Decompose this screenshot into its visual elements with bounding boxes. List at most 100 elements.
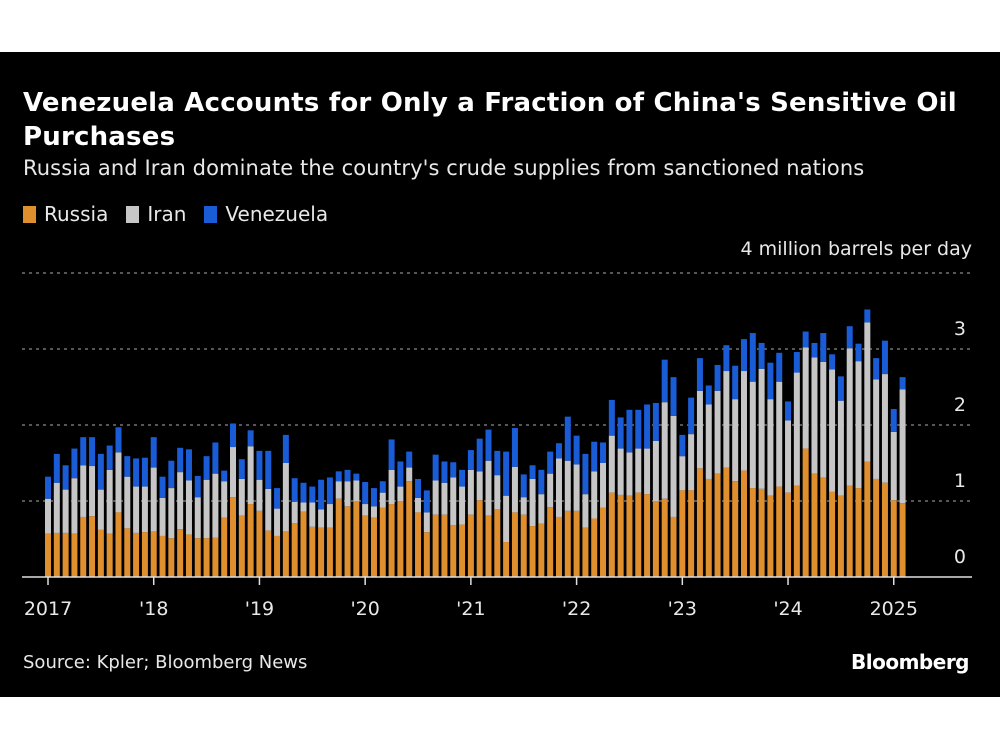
x-tick-label: '18 <box>139 598 168 620</box>
bar-russia <box>89 516 96 577</box>
bar-venezuela <box>511 428 518 467</box>
bar-venezuela <box>555 443 562 459</box>
bar-russia <box>124 528 131 577</box>
bar-venezuela <box>714 364 721 391</box>
bar-venezuela <box>450 462 457 478</box>
bar-iran <box>591 471 598 519</box>
bar-venezuela <box>194 475 201 498</box>
bar-russia <box>529 526 536 577</box>
bar-venezuela <box>318 479 325 510</box>
y-tick-label: 0 <box>954 546 966 568</box>
bar-russia <box>846 485 853 577</box>
bar-iran <box>723 371 730 468</box>
bar-venezuela <box>467 450 474 470</box>
bar-iran <box>185 480 192 535</box>
bar-venezuela <box>300 482 307 503</box>
bar-venezuela <box>890 409 897 432</box>
bar-iran <box>53 482 60 533</box>
x-tick-label: '21 <box>456 598 485 620</box>
bar-russia <box>432 514 439 577</box>
bar-iran <box>705 404 712 479</box>
bar-russia <box>829 491 836 577</box>
bar-venezuela <box>238 459 245 479</box>
bar-russia <box>855 488 862 577</box>
bar-iran <box>899 389 906 504</box>
bar-venezuela <box>388 439 395 470</box>
bar-venezuela <box>309 486 316 503</box>
bar-iran <box>379 492 386 508</box>
bar-venezuela <box>802 331 809 348</box>
bar-venezuela <box>740 339 747 372</box>
bar-venezuela <box>547 451 554 474</box>
bar-venezuela <box>124 456 131 477</box>
bar-russia <box>723 467 730 577</box>
bar-russia <box>547 507 554 577</box>
bar-venezuela <box>644 404 651 449</box>
bar-iran <box>80 465 87 517</box>
bar-russia <box>873 478 880 577</box>
bar-iran <box>696 390 703 469</box>
bar-iran <box>749 381 756 489</box>
bar-venezuela <box>749 333 756 382</box>
bar-russia <box>582 527 589 577</box>
bar-venezuela <box>899 377 906 390</box>
bar-iran <box>873 379 880 479</box>
bar-venezuela <box>688 397 695 435</box>
bar-iran <box>864 322 871 462</box>
bar-venezuela <box>767 362 774 400</box>
bar-venezuela <box>758 342 765 369</box>
bar-russia <box>80 516 87 577</box>
bar-russia <box>318 527 325 577</box>
bar-venezuela <box>415 478 422 498</box>
y-axis-labels: 0 1 2 3 <box>954 318 966 568</box>
bar-iran <box>256 479 263 511</box>
bar-iran <box>520 497 527 515</box>
bar-iran <box>670 415 677 517</box>
bar-venezuela <box>115 427 122 453</box>
x-tick-label: '20 <box>350 598 379 620</box>
bar-venezuela <box>423 490 430 513</box>
bar-venezuela <box>62 465 69 490</box>
bar-russia <box>573 510 580 577</box>
bar-venezuela <box>291 478 298 502</box>
bar-iran <box>555 458 562 517</box>
x-tick-label: 2025 <box>870 598 918 620</box>
bar-russia <box>450 525 457 577</box>
bar-venezuela <box>538 469 545 495</box>
bar-iran <box>538 494 545 524</box>
bar-russia <box>203 538 210 577</box>
bloomberg-logo: Bloomberg <box>851 650 969 674</box>
bar-iran <box>344 481 351 507</box>
bar-venezuela <box>212 442 219 474</box>
legend-swatch-iran <box>126 205 140 223</box>
bar-russia <box>511 512 518 577</box>
legend-label: Russia <box>44 202 109 226</box>
bar-russia <box>467 514 474 577</box>
bar-venezuela <box>626 409 633 453</box>
bar-russia <box>177 529 184 577</box>
x-tick-label: '19 <box>245 598 274 620</box>
legend-label: Iran <box>147 202 187 226</box>
bar-venezuela <box>529 465 536 479</box>
bar-russia <box>538 523 545 577</box>
x-axis: 2017 '18 '19 '20 '21 '22 '23 '24 2025 <box>22 576 972 620</box>
bar-russia <box>890 500 897 577</box>
bar-venezuela <box>256 450 263 480</box>
bar-iran <box>265 488 272 531</box>
bar-venezuela <box>520 474 527 498</box>
bar-venezuela <box>837 376 844 401</box>
bar-venezuela <box>406 451 413 468</box>
bar-russia <box>282 531 289 577</box>
bar-iran <box>617 448 624 495</box>
bar-russia <box>776 486 783 577</box>
bar-venezuela <box>652 402 659 441</box>
bar-russia <box>370 517 377 577</box>
bar-iran <box>793 372 800 486</box>
bar-russia <box>441 514 448 577</box>
bar-russia <box>881 482 888 577</box>
x-tick-label: 2017 <box>24 598 72 620</box>
bar-russia <box>820 477 827 577</box>
bar-iran <box>45 498 51 534</box>
bar-russia <box>291 523 298 577</box>
bar-venezuela <box>564 416 571 461</box>
